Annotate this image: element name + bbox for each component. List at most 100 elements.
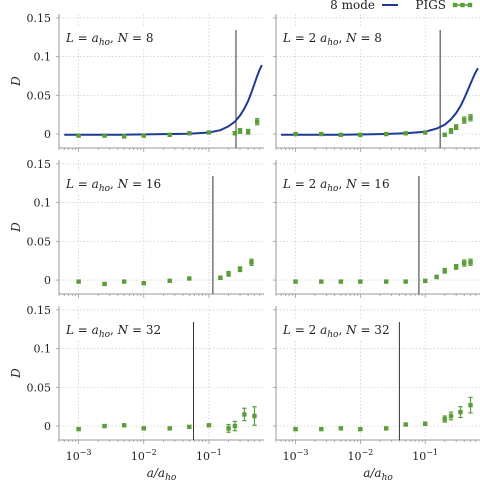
y-tick-label: 0 [44, 420, 51, 433]
data-point [319, 426, 324, 432]
data-point [458, 406, 463, 419]
y-tick-label: 0.05 [27, 381, 52, 394]
data-point [448, 411, 454, 421]
data-marker [383, 426, 389, 431]
panels: 0 0.05 0.1 0.15 D L = aho, N = 8 L = 2 aho, N … [9, 12, 480, 483]
data-marker [218, 275, 223, 280]
data-marker [252, 413, 257, 419]
x-tick-label: 10−1 [196, 448, 222, 463]
data-point [141, 426, 146, 431]
legend-data-swatch [452, 2, 473, 8]
data-marker [226, 271, 231, 277]
data-marker [319, 279, 324, 284]
data-point [293, 426, 298, 432]
data-marker [423, 278, 428, 284]
data-marker [76, 279, 81, 284]
data-point [423, 278, 428, 284]
data-point [338, 132, 344, 138]
data-marker [458, 409, 463, 415]
data-marker [102, 133, 107, 138]
x-tick-label: 10−3 [283, 448, 309, 463]
y-tick-label: 0.1 [34, 197, 52, 210]
data-marker [76, 426, 81, 432]
data-marker [423, 130, 428, 135]
x-axis-title: a/aho [363, 466, 393, 483]
data-point [442, 267, 447, 274]
panel-label-bg [281, 319, 395, 339]
data-marker [468, 402, 473, 408]
data-marker [167, 278, 172, 284]
data-point [462, 116, 467, 124]
data-point [76, 133, 81, 138]
data-marker [187, 131, 192, 136]
data-point [468, 114, 473, 122]
panel-label: L = aho, N = 32 [65, 323, 161, 340]
y-axis-title: D [9, 222, 23, 233]
panel-4: L = 2 aho, N = 16 [273, 160, 480, 298]
panel-label: L = 2 aho, N = 32 [282, 323, 390, 340]
data-marker [293, 279, 298, 284]
data-point [423, 421, 428, 426]
data-marker [141, 133, 146, 138]
data-point [226, 270, 231, 277]
panel-label-bg [64, 173, 167, 193]
data-point [358, 132, 363, 138]
data-point [102, 281, 107, 287]
data-point [383, 279, 389, 284]
data-point [232, 420, 238, 432]
data-point [102, 423, 107, 429]
data-marker [249, 260, 254, 265]
data-marker [442, 132, 447, 138]
data-point [76, 279, 81, 284]
data-marker [319, 131, 324, 137]
model-curve [281, 67, 479, 136]
data-marker [141, 426, 146, 431]
data-point [462, 259, 467, 267]
data-marker [242, 412, 247, 417]
data-marker [338, 132, 344, 138]
legend-model-label: 8 mode [330, 0, 375, 12]
data-point [319, 279, 324, 284]
data-marker [434, 274, 439, 280]
model-curve [64, 64, 263, 136]
data-point [187, 424, 192, 430]
y-tick-label: 0.05 [27, 235, 52, 248]
data-marker [358, 426, 363, 432]
panel-label: L = aho, N = 8 [65, 31, 154, 48]
data-marker [453, 124, 459, 130]
data-marker [232, 423, 238, 429]
data-point [242, 407, 247, 422]
data-marker [121, 134, 127, 139]
data-point [167, 426, 172, 431]
panel-label-bg [281, 173, 395, 193]
data-marker [293, 426, 298, 432]
data-marker [358, 132, 363, 138]
data-marker [187, 424, 192, 430]
data-point [442, 132, 447, 138]
y-axis-title: D [9, 368, 23, 379]
data-point [293, 279, 298, 284]
data-marker [319, 426, 324, 432]
data-marker [442, 416, 447, 422]
data-point [453, 263, 459, 270]
data-point [206, 130, 212, 135]
panel-6: 10−3 10−2 10−1 a/aho L = 2 aho, N = 32 [273, 306, 480, 483]
data-point [102, 133, 107, 138]
data-marker [453, 264, 459, 270]
data-point [358, 279, 363, 284]
data-marker [206, 130, 212, 135]
data-marker [76, 133, 81, 138]
data-marker [206, 423, 212, 428]
legend-data-label: PIGS [415, 0, 446, 12]
data-marker [254, 119, 260, 124]
data-point [121, 279, 127, 284]
data-marker [468, 115, 473, 120]
data-marker [358, 279, 363, 284]
data-point [141, 133, 146, 138]
data-marker [167, 426, 172, 431]
data-point [293, 131, 298, 137]
data-marker [468, 260, 473, 265]
data-marker [245, 129, 251, 134]
panel-label: L = 2 aho, N = 16 [282, 177, 390, 194]
data-marker [226, 426, 231, 431]
